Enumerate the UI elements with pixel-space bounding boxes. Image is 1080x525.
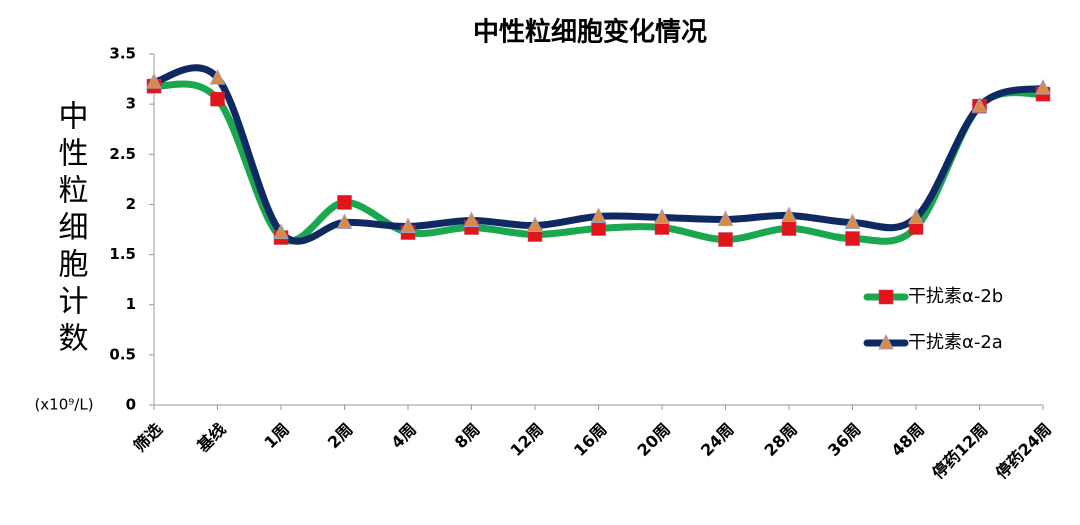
y-tick-label: 0 — [126, 396, 136, 414]
legend-label: 干扰素α-2a — [908, 332, 1003, 353]
data-point — [209, 68, 226, 85]
data-point — [1035, 78, 1051, 95]
legend-marker — [878, 333, 894, 350]
x-tick-label: 24周 — [697, 420, 738, 461]
data-point — [527, 216, 543, 232]
x-tick-label: 停药24周 — [992, 420, 1055, 483]
data-point — [590, 207, 607, 223]
data-point — [210, 91, 225, 107]
y-axis-label: 中性粒细胞计数 — [53, 100, 89, 359]
data-point — [463, 211, 480, 227]
x-tick-label: 36周 — [824, 420, 865, 461]
x-tick-label: 12周 — [507, 420, 548, 461]
data-point — [781, 206, 797, 222]
data-point — [146, 72, 162, 89]
data-point — [717, 210, 734, 226]
y-tick-label: 1 — [126, 295, 136, 313]
legend-label: 干扰素α-2b — [908, 286, 1003, 307]
data-point — [718, 232, 733, 247]
x-tick-label: 8周 — [451, 420, 484, 453]
data-point — [654, 208, 670, 224]
data-point — [400, 217, 416, 233]
x-tick-label: 1周 — [260, 420, 293, 453]
x-tick-label: 20周 — [634, 420, 675, 461]
data-point — [908, 208, 924, 224]
x-tick-label: 4周 — [387, 420, 420, 453]
y-tick-label: 2.5 — [109, 145, 136, 163]
data-point — [337, 195, 352, 210]
legend-marker — [878, 289, 894, 305]
data-point — [273, 223, 289, 240]
x-tick-label: 2周 — [324, 420, 357, 453]
chart-title: 中性粒细胞变化情况 — [473, 17, 707, 48]
x-tick-label: 停药12周 — [928, 420, 991, 483]
data-point — [844, 213, 861, 229]
data-point — [336, 213, 353, 229]
data-point — [845, 231, 860, 246]
x-tick-label: 28周 — [761, 420, 802, 461]
y-tick-label: 3.5 — [109, 45, 136, 63]
data-point — [971, 97, 988, 113]
y-tick-label: 3 — [126, 95, 136, 113]
data-point — [781, 221, 797, 236]
data-point — [591, 221, 606, 236]
y-tick-label: 0.5 — [109, 345, 136, 363]
x-tick-label: 基线 — [193, 420, 230, 457]
x-tick-label: 筛选 — [130, 420, 166, 456]
y-axis-unit: (x10⁹/L) — [34, 396, 93, 414]
x-tick-label: 48周 — [888, 420, 929, 461]
x-tick-label: 16周 — [570, 420, 611, 461]
y-tick-label: 1.5 — [109, 245, 136, 263]
y-tick-label: 2 — [126, 195, 136, 213]
